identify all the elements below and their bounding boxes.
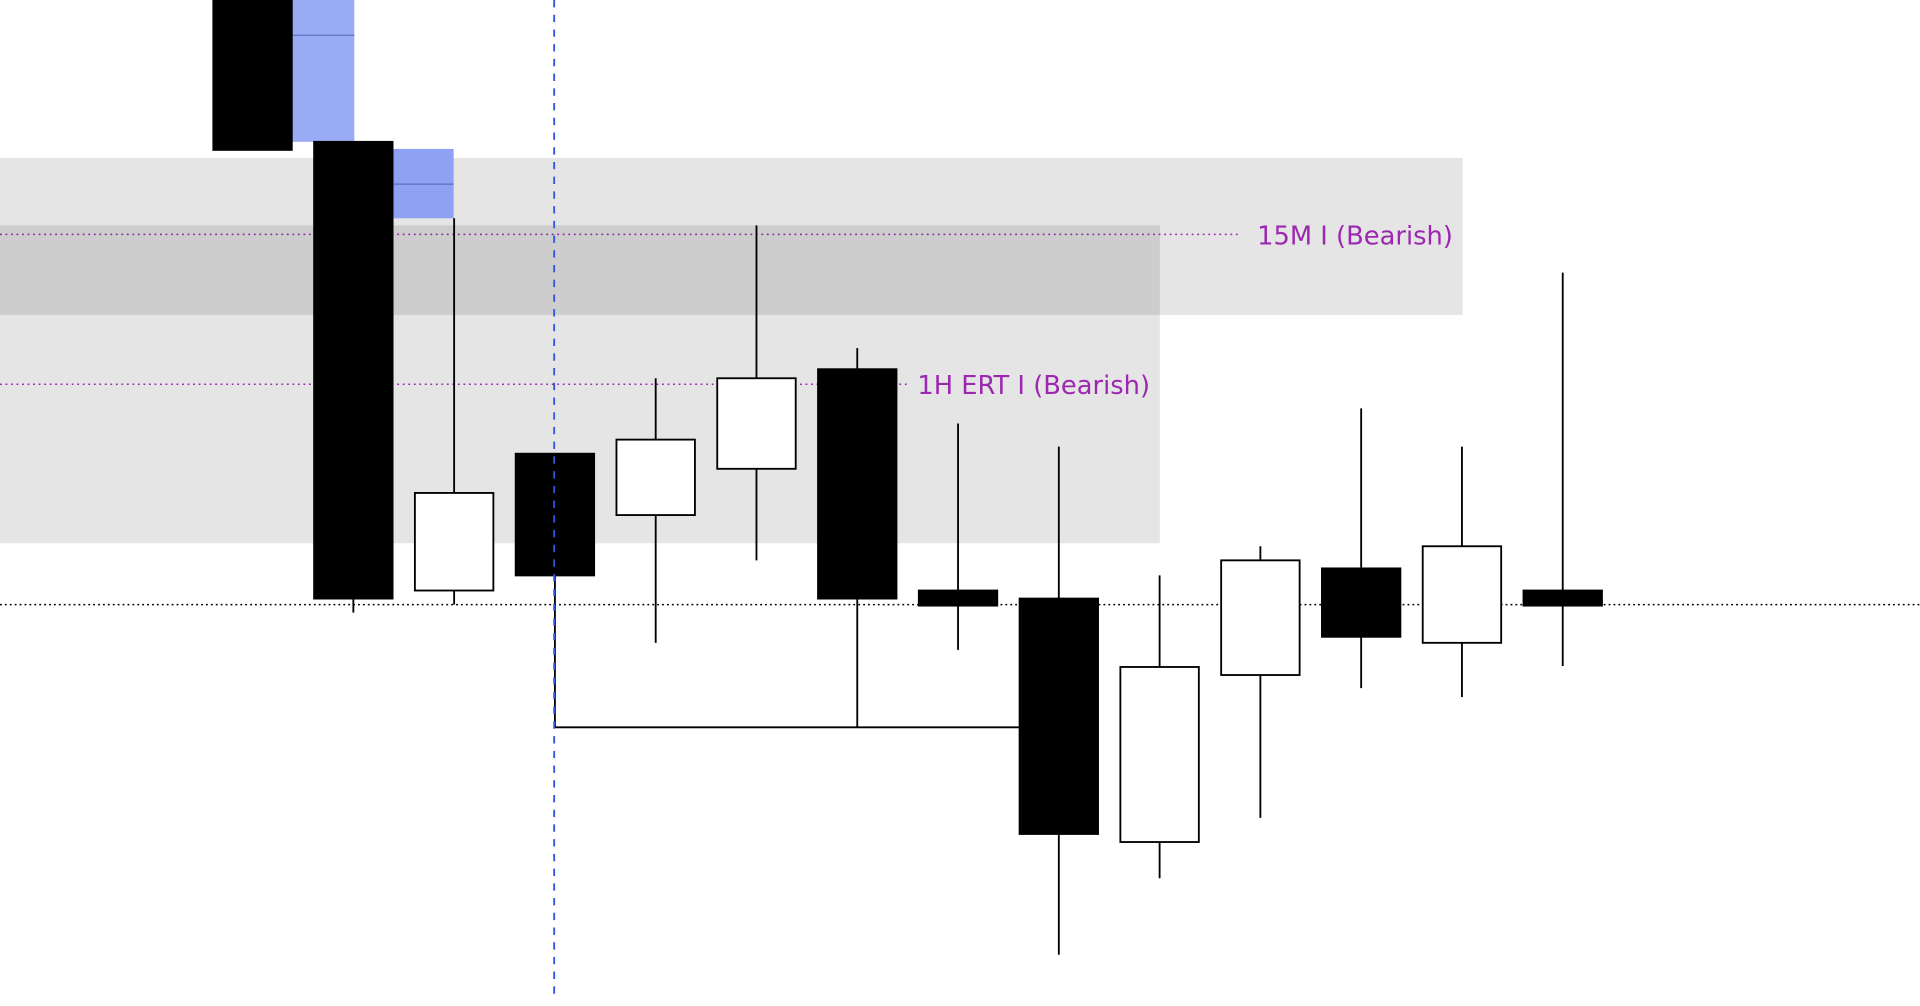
candle-body — [1421, 545, 1503, 644]
zone-label: 15M I (Bearish) — [1257, 221, 1453, 251]
candle-body — [716, 377, 797, 470]
candle-body — [313, 140, 394, 600]
candle-body — [917, 589, 999, 607]
candle-body — [817, 368, 898, 600]
candle-body — [1522, 589, 1603, 607]
zone-label: 1H ERT I (Bearish) — [917, 371, 1150, 401]
candle-body — [615, 438, 696, 516]
candle-body — [413, 492, 495, 592]
candle-body — [1220, 559, 1301, 676]
candle-body — [1119, 666, 1200, 843]
candle-body — [1321, 567, 1402, 638]
zone — [0, 157, 1463, 315]
candle-body — [1018, 597, 1099, 835]
candle-body — [212, 0, 293, 151]
fvg-box — [291, 0, 355, 142]
